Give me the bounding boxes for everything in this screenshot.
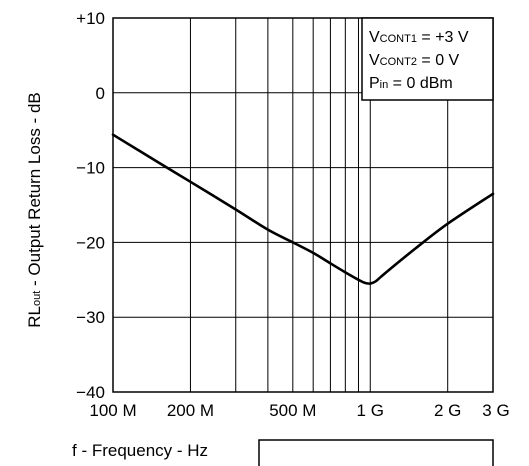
x-tick-label: 200 M [167, 401, 214, 420]
y-tick-label: 0 [96, 84, 105, 103]
x-tick-label: 2 G [434, 401, 461, 420]
legend-entry: Pin = 0 dBm [369, 75, 453, 92]
plot-frame [112, 17, 494, 393]
y-tick-label: −40 [76, 383, 105, 402]
legend-entry: VCONT2 = 0 V [369, 52, 460, 69]
legend-layer: VCONT1 = +3 V VCONT2 = 0 V Pin = 0 dBm [361, 17, 494, 101]
curve-layer [111, 133, 495, 285]
x-tick-label: 500 M [269, 401, 316, 420]
bottom-partial-box [258, 439, 494, 466]
y-tick-label: −30 [76, 308, 105, 327]
return-loss-curve [111, 133, 495, 285]
y-axis-label: RLout - Output Return Loss - dB [25, 92, 44, 327]
x-tick-label: 100 M [89, 401, 136, 420]
legend-entry: VCONT1 = +3 V [369, 29, 469, 46]
y-tick-label: +10 [76, 9, 105, 28]
axis-label-layer: RLout - Output Return Loss - dB f - Frequ… [25, 92, 494, 466]
frame-layer [112, 17, 494, 393]
x-tick-label: 1 G [357, 401, 384, 420]
legend-box [361, 17, 494, 101]
x-tick-label: 3 G [482, 401, 509, 420]
y-tick-label: −20 [76, 233, 105, 252]
x-axis-label: f - Frequency - Hz [72, 441, 208, 460]
y-tick-label: −10 [76, 159, 105, 178]
grid-layer [113, 18, 493, 392]
